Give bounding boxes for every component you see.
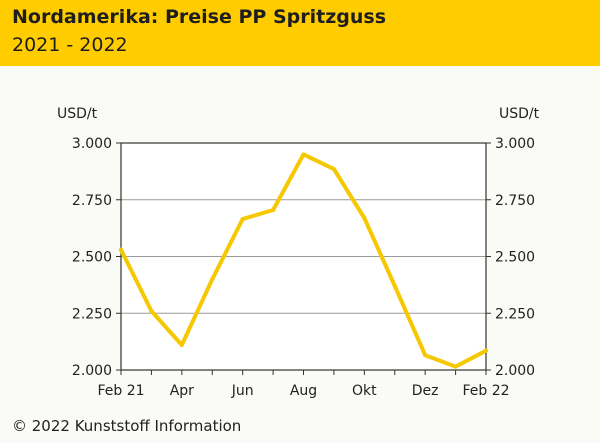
data-point xyxy=(301,152,306,157)
data-point xyxy=(119,247,123,252)
y-tick-label-right: 3.000 xyxy=(495,136,535,152)
y-tick-label-left: 2.750 xyxy=(72,193,112,209)
data-point xyxy=(149,308,154,313)
x-tick-label: Dez xyxy=(412,383,439,399)
data-point xyxy=(240,217,245,222)
data-point xyxy=(362,215,367,220)
x-tick-label: Aug xyxy=(290,383,317,399)
data-point xyxy=(331,167,336,172)
x-tick-label: Jun xyxy=(231,383,254,399)
y-tick-label-right: 2.750 xyxy=(495,193,535,209)
y-axis-unit-left: USD/t xyxy=(57,106,98,122)
y-tick-label-right: 2.250 xyxy=(495,306,535,322)
y-tick-label-left: 2.500 xyxy=(72,250,112,266)
data-point xyxy=(210,277,215,282)
data-point xyxy=(423,353,428,358)
x-tick-label: Apr xyxy=(170,383,194,399)
data-point xyxy=(179,343,184,348)
data-point xyxy=(392,284,397,289)
data-point xyxy=(484,348,488,353)
y-tick-label-left: 2.250 xyxy=(72,306,112,322)
y-tick-label-right: 2.500 xyxy=(495,250,535,266)
data-point xyxy=(453,364,458,369)
y-tick-label-left: 3.000 xyxy=(72,136,112,152)
y-axis-unit-right: USD/t xyxy=(499,106,540,122)
x-tick-label: Okt xyxy=(352,383,377,399)
header-banner: Nordamerika: Preise PP Spritzguss 2021 -… xyxy=(0,0,600,66)
y-tick-label-right: 2.000 xyxy=(495,363,535,379)
y-tick-label-left: 2.000 xyxy=(72,363,112,379)
chart-title: Nordamerika: Preise PP Spritzguss xyxy=(12,6,387,28)
copyright-notice: © 2022 Kunststoff Information xyxy=(12,417,242,435)
x-tick-label: Feb 21 xyxy=(97,383,144,399)
chart-subtitle: 2021 - 2022 xyxy=(12,34,128,56)
data-point xyxy=(271,207,276,212)
x-tick-label: Feb 22 xyxy=(462,383,509,399)
